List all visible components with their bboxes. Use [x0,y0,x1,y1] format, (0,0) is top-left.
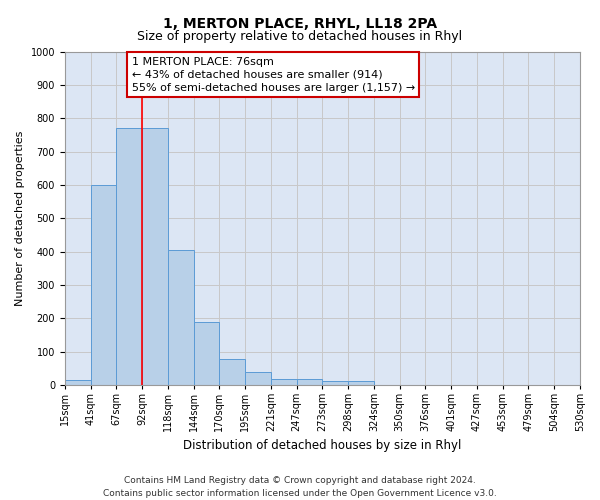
Text: Contains HM Land Registry data © Crown copyright and database right 2024.
Contai: Contains HM Land Registry data © Crown c… [103,476,497,498]
Bar [245,372,271,385]
Bar [168,250,194,385]
Bar [91,185,116,385]
Bar [142,128,168,385]
Text: 1, MERTON PLACE, RHYL, LL18 2PA: 1, MERTON PLACE, RHYL, LL18 2PA [163,18,437,32]
Bar [348,380,374,385]
Text: Size of property relative to detached houses in Rhyl: Size of property relative to detached ho… [137,30,463,43]
Bar [194,322,220,385]
Bar [296,379,322,385]
Y-axis label: Number of detached properties: Number of detached properties [15,130,25,306]
X-axis label: Distribution of detached houses by size in Rhyl: Distribution of detached houses by size … [183,440,461,452]
Bar [220,359,245,385]
Text: 1 MERTON PLACE: 76sqm
← 43% of detached houses are smaller (914)
55% of semi-det: 1 MERTON PLACE: 76sqm ← 43% of detached … [132,56,415,93]
Bar [65,380,91,385]
Bar [271,379,296,385]
Bar [116,128,142,385]
Bar [322,380,348,385]
